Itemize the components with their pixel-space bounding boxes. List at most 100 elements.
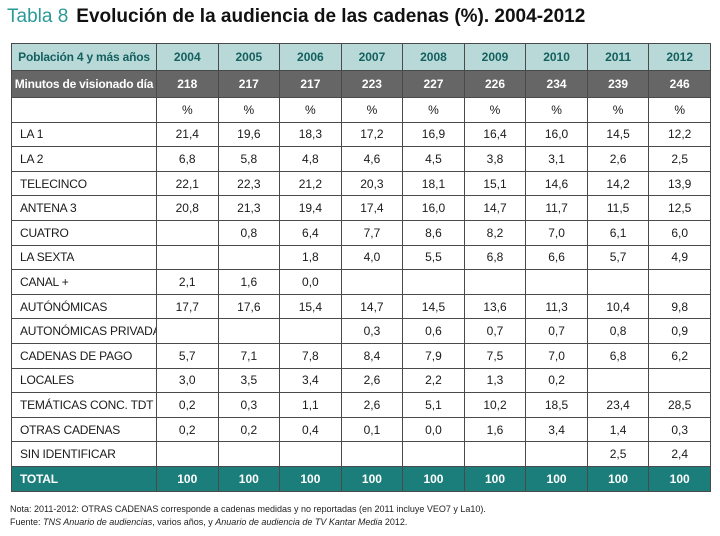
table-cell: 4,0 <box>340 244 404 271</box>
table-cell: 10,4 <box>586 293 650 320</box>
table-cell: 28,5 <box>648 392 711 418</box>
source-suffix: 2012. <box>382 517 408 527</box>
table-row: ANTENA 3 20,8 21,3 19,4 17,4 16,0 14,7 11,7 11,5… <box>11 195 711 221</box>
row-label: TELECINCO <box>11 170 157 197</box>
note-line: Nota: 2011-2012: OTRAS CADENAS correspon… <box>10 504 486 514</box>
table-cell: 100 <box>156 465 219 492</box>
table-cell: 17,2 <box>340 121 404 148</box>
table-cell: 218 <box>156 70 219 98</box>
source-title-1: TNS Anuario de audiencias <box>43 517 153 527</box>
source-line: Fuente: TNS Anuario de audiencias, vario… <box>10 516 714 529</box>
table-cell: 21,4 <box>156 121 219 148</box>
table-cell: 21,3 <box>217 195 281 221</box>
table-cell: 0,9 <box>648 318 711 344</box>
table-cell <box>279 318 342 344</box>
table-cell: 0,2 <box>217 416 281 443</box>
table-cell: 2,1 <box>156 269 219 295</box>
table-cell <box>402 269 465 295</box>
table-cell <box>279 441 342 467</box>
table-row: SIN IDENTIFICAR 2,5 2,4 <box>11 441 711 467</box>
table-cell <box>586 269 650 295</box>
table-cell: 11,7 <box>525 195 588 221</box>
table-cell: 2009 <box>463 43 527 71</box>
units-row: %%%%%%%%% <box>11 97 711 123</box>
table-cell: 234 <box>525 70 588 98</box>
table-cell: 18,3 <box>279 121 342 148</box>
table-cell: 3,5 <box>217 367 281 394</box>
table-cell: 14,6 <box>525 170 588 197</box>
table-cell: 4,8 <box>279 146 342 172</box>
table-cell: 21,2 <box>279 170 342 197</box>
header-row: Población 4 y más años 2004 2005 2006 2007 20… <box>11 43 711 71</box>
table-cell: 0,3 <box>217 392 281 418</box>
table-cell: 8,4 <box>340 342 404 369</box>
table-cell <box>156 441 219 467</box>
table-cell: 0,8 <box>217 219 281 246</box>
table-cell: 19,4 <box>279 195 342 221</box>
row-label: LA 2 <box>11 146 157 172</box>
row-label <box>11 97 157 123</box>
table-cell: 1,6 <box>217 269 281 295</box>
table-cell: 23,4 <box>586 392 650 418</box>
table-cell: 226 <box>463 70 527 98</box>
table-cell: 4,9 <box>648 244 711 271</box>
row-label: LOCALES <box>11 367 157 394</box>
table-row: TEMÁTICAS CONC. TDT 0,2 0,3 1,1 2,6 5,1 10,2 18… <box>11 392 711 418</box>
table-cell <box>525 269 588 295</box>
table-cell: 2008 <box>402 43 465 71</box>
table-cell: 7,0 <box>525 219 588 246</box>
table-cell: 11,3 <box>525 293 588 320</box>
total-row: TOTAL 100 100 100 100 100 100 100 100 100 <box>11 465 711 492</box>
row-label: CADENAS DE PAGO <box>11 342 157 369</box>
table-cell: 3,0 <box>156 367 219 394</box>
table-cell: 3,4 <box>279 367 342 394</box>
table-cell <box>648 367 711 394</box>
row-label: SIN IDENTIFICAR <box>11 441 157 467</box>
table-row: CANAL +2,1 1,6 0,0 <box>11 269 711 295</box>
table-row: LA 1 21,4 19,6 18,3 17,2 16,9 16,4 16,0 14,5 12,2 <box>11 121 711 148</box>
table-cell <box>586 367 650 394</box>
row-label: TEMÁTICAS CONC. TDT <box>11 392 157 418</box>
table-cell: % <box>586 97 650 123</box>
table-cell: 100 <box>586 465 650 492</box>
table-cell: 6,1 <box>586 219 650 246</box>
table-row: AUTONÓMICAS PRIVADAS 0,3 0,6 0,7 0,7 0,8 0,9 <box>11 318 711 344</box>
table-cell: 2,6 <box>340 367 404 394</box>
table-cell: 14,7 <box>340 293 404 320</box>
table-cell: 1,3 <box>463 367 527 394</box>
table-cell: 8,6 <box>402 219 465 246</box>
table-cell: 0,7 <box>463 318 527 344</box>
table-cell: 2011 <box>586 43 650 71</box>
table-cell: 20,8 <box>156 195 219 221</box>
table-cell <box>217 441 281 467</box>
table-cell: 239 <box>586 70 650 98</box>
table-cell: 17,7 <box>156 293 219 320</box>
table-cell: 15,4 <box>279 293 342 320</box>
table-cell: 16,0 <box>525 121 588 148</box>
row-label: CUATRO <box>11 219 157 246</box>
table-cell: 0,3 <box>340 318 404 344</box>
table-cell: 14,5 <box>586 121 650 148</box>
table-cell: 4,6 <box>340 146 404 172</box>
row-label: AUTONÓMICAS PRIVADAS <box>11 318 157 344</box>
table-cell: 0,6 <box>402 318 465 344</box>
table-cell: 19,6 <box>217 121 281 148</box>
table-cell: 22,1 <box>156 170 219 197</box>
table-cell: 100 <box>463 465 527 492</box>
table-cell: 2012 <box>648 43 711 71</box>
table-row: TELECINCO 22,1 22,3 21,2 20,3 18,1 15,1 14,6 14,… <box>11 170 711 197</box>
table-cell: 0,2 <box>156 416 219 443</box>
table-cell: 100 <box>279 465 342 492</box>
table-cell: 16,4 <box>463 121 527 148</box>
table-cell: 3,1 <box>525 146 588 172</box>
table-cell: 1,6 <box>463 416 527 443</box>
table-cell: 0,0 <box>402 416 465 443</box>
table-cell: 7,9 <box>402 342 465 369</box>
table-cell: % <box>402 97 465 123</box>
table-cell: 100 <box>217 465 281 492</box>
table-title-text: Evolución de la audiencia de las cadenas… <box>76 6 586 27</box>
table-cell: 8,2 <box>463 219 527 246</box>
table-row: LOCALES 3,0 3,5 3,4 2,6 2,2 1,3 0,2 <box>11 367 711 394</box>
table-cell: 217 <box>217 70 281 98</box>
table-cell: 9,8 <box>648 293 711 320</box>
